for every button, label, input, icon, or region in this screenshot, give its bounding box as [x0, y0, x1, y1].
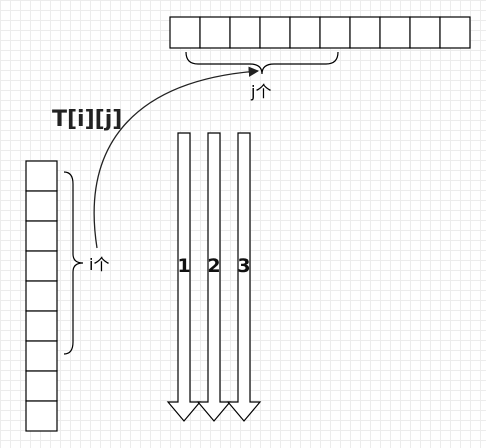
- vertical-array-cell: [25, 280, 58, 312]
- diagram-title: T[i][j]: [52, 107, 122, 132]
- vertical-array-cell: [25, 250, 58, 282]
- vertical-array-cell: [25, 400, 58, 432]
- traversal-arrow-label: 1: [177, 255, 190, 277]
- column-brace: [63, 171, 84, 355]
- horizontal-array-cell: [349, 16, 381, 49]
- vertical-array-cell: [25, 310, 58, 342]
- horizontal-array: [169, 16, 471, 49]
- traversal-arrow-3: [226, 132, 262, 422]
- horizontal-array-cell: [229, 16, 261, 49]
- vertical-array-cell: [25, 190, 58, 222]
- column-count-label: i个: [89, 255, 109, 274]
- traversal-arrow-2: [196, 132, 232, 422]
- traversal-arrow-label: 2: [207, 255, 220, 277]
- vertical-array-cell: [25, 220, 58, 252]
- horizontal-array-cell: [199, 16, 231, 49]
- horizontal-array-cell: [379, 16, 411, 49]
- vertical-array-cell: [25, 340, 58, 372]
- row-brace: [185, 51, 339, 75]
- horizontal-array-cell: [259, 16, 291, 49]
- vertical-array-cell: [25, 370, 58, 402]
- horizontal-array-cell: [409, 16, 441, 49]
- horizontal-array-cell: [169, 16, 201, 49]
- horizontal-array-cell: [319, 16, 351, 49]
- horizontal-array-cell: [439, 16, 471, 49]
- row-count-label: j个: [250, 82, 271, 101]
- vertical-array: [25, 160, 58, 432]
- traversal-arrow-label: 3: [237, 255, 250, 277]
- horizontal-array-cell: [289, 16, 321, 49]
- mapping-curve: [93, 66, 260, 249]
- traversal-arrow-1: [166, 132, 202, 422]
- vertical-array-cell: [25, 160, 58, 192]
